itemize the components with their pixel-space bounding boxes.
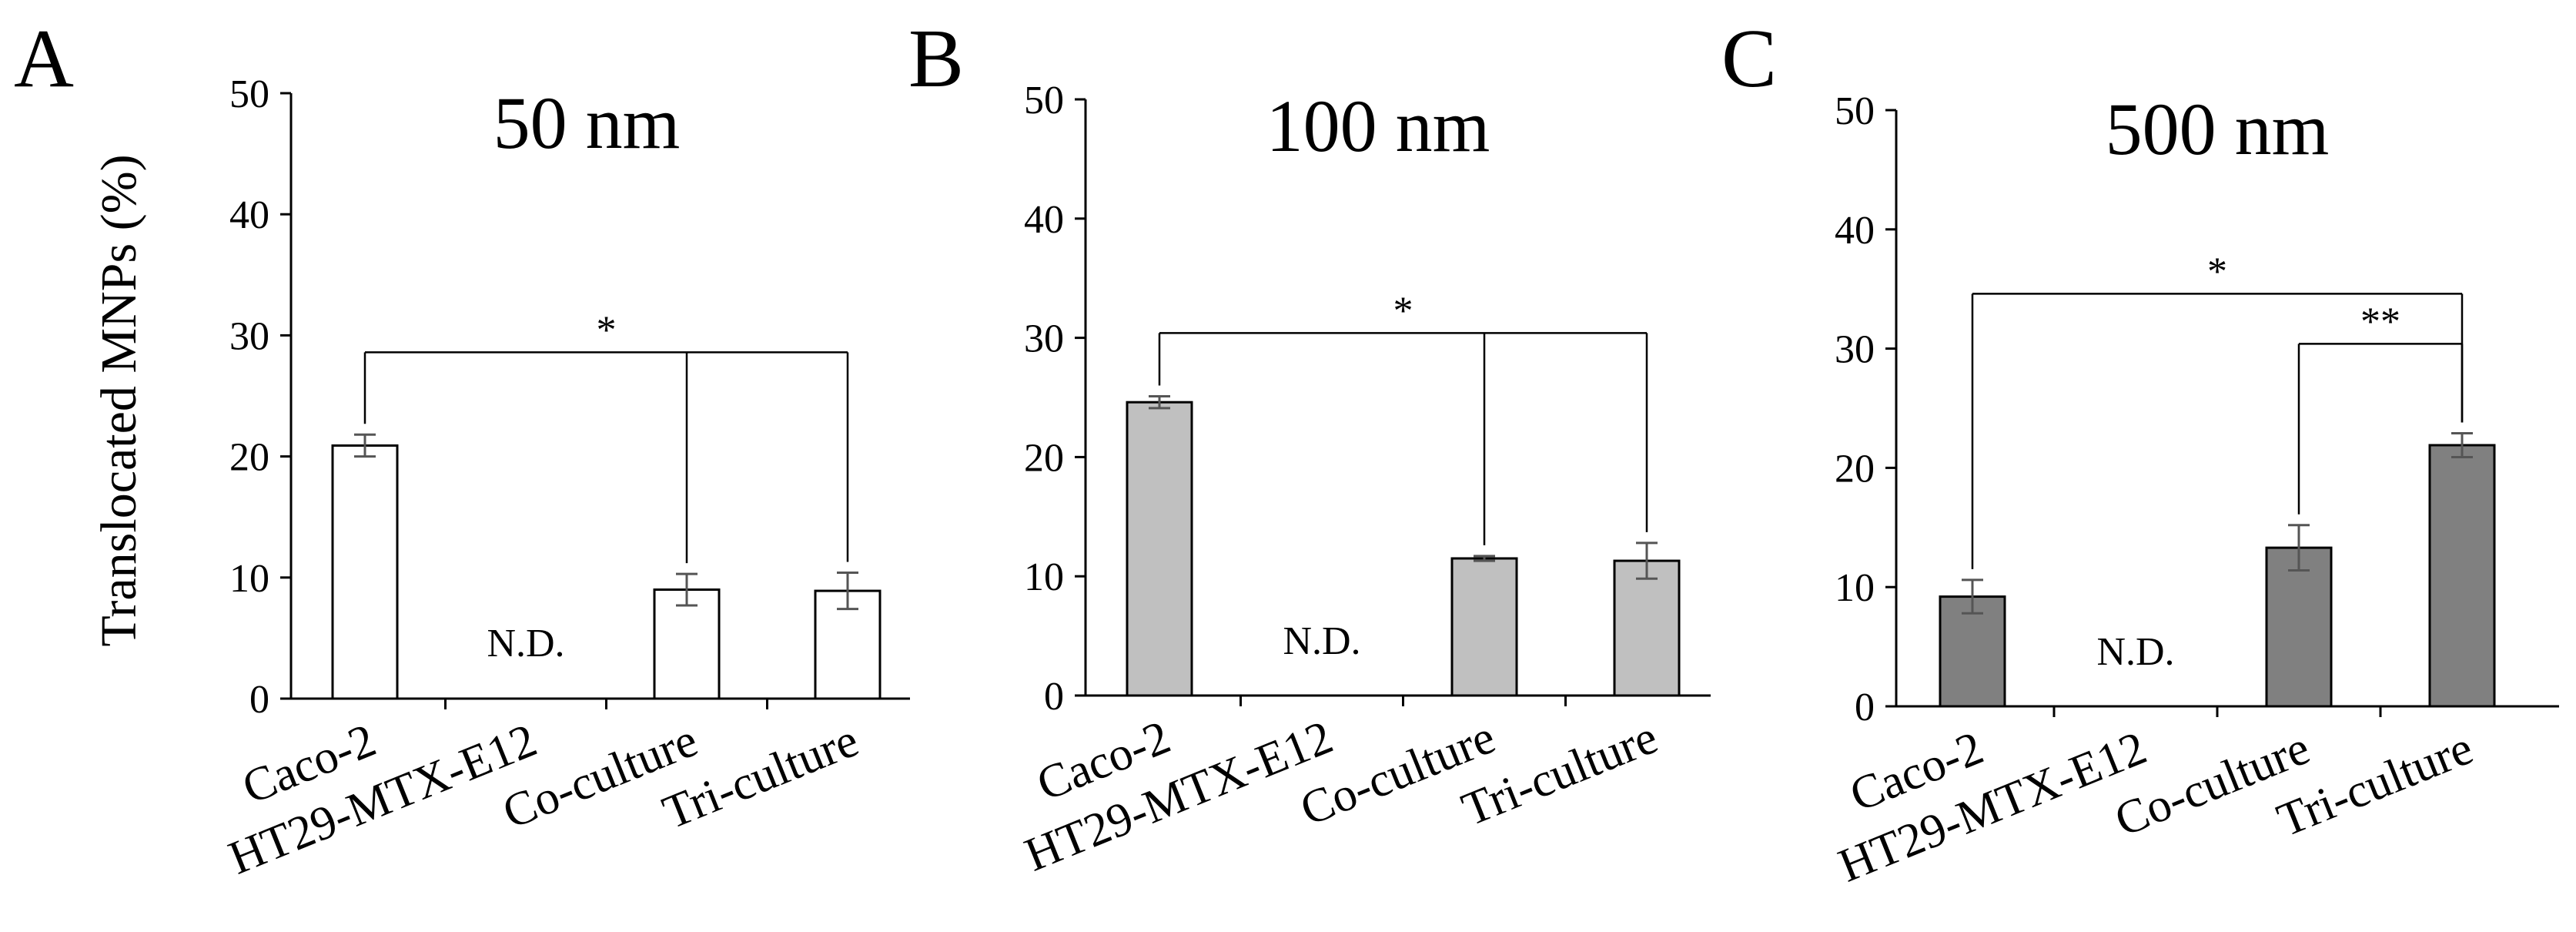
panel-a: A50 nm01020304050Caco-2N.D.HT29-MTX-E12C… bbox=[14, 13, 910, 885]
y-tick-label: 50 bbox=[1835, 89, 1875, 133]
y-tick-label: 10 bbox=[1024, 555, 1064, 599]
bar bbox=[1126, 401, 1193, 697]
value-label: N.D. bbox=[487, 622, 564, 665]
y-axis-label: Translocated MNPs (%) bbox=[91, 154, 147, 646]
bar bbox=[653, 588, 721, 700]
panels: A50 nm01020304050Caco-2N.D.HT29-MTX-E12C… bbox=[14, 13, 2559, 893]
chart-title: 50 nm bbox=[493, 82, 681, 164]
significance-label: ** bbox=[2360, 300, 2400, 344]
bar bbox=[1450, 557, 1518, 697]
bar bbox=[331, 444, 399, 700]
y-tick-label: 0 bbox=[1044, 675, 1064, 719]
value-label: N.D. bbox=[2096, 630, 2174, 674]
y-tick-label: 30 bbox=[1835, 328, 1875, 372]
panel-letter: B bbox=[908, 13, 964, 105]
y-tick-label: 20 bbox=[229, 436, 269, 480]
y-tick-label: 50 bbox=[229, 72, 269, 116]
y-tick-label: 40 bbox=[1024, 198, 1064, 242]
y-tick-label: 40 bbox=[1835, 209, 1875, 253]
y-tick-label: 0 bbox=[1855, 686, 1875, 729]
value-label: N.D. bbox=[1283, 619, 1360, 663]
y-tick-label: 30 bbox=[1024, 317, 1064, 361]
bar bbox=[2428, 444, 2496, 708]
y-tick-label: 30 bbox=[229, 314, 269, 358]
bar bbox=[1613, 559, 1681, 697]
y-tick-label: 0 bbox=[249, 678, 269, 722]
chart-title: 100 nm bbox=[1266, 85, 1490, 167]
panel-letter: C bbox=[1721, 13, 1777, 105]
y-tick-label: 40 bbox=[229, 193, 269, 237]
significance-label: * bbox=[1393, 289, 1413, 333]
significance-label: * bbox=[2207, 250, 2227, 293]
y-tick-label: 10 bbox=[229, 557, 269, 601]
y-tick-label: 20 bbox=[1835, 447, 1875, 491]
y-tick-label: 20 bbox=[1024, 436, 1064, 480]
chart-title: 500 nm bbox=[2106, 88, 2330, 170]
y-tick-label: 10 bbox=[1835, 566, 1875, 610]
significance-label: * bbox=[597, 308, 617, 352]
y-tick-label: 50 bbox=[1024, 79, 1064, 122]
panel-letter: A bbox=[14, 13, 74, 105]
